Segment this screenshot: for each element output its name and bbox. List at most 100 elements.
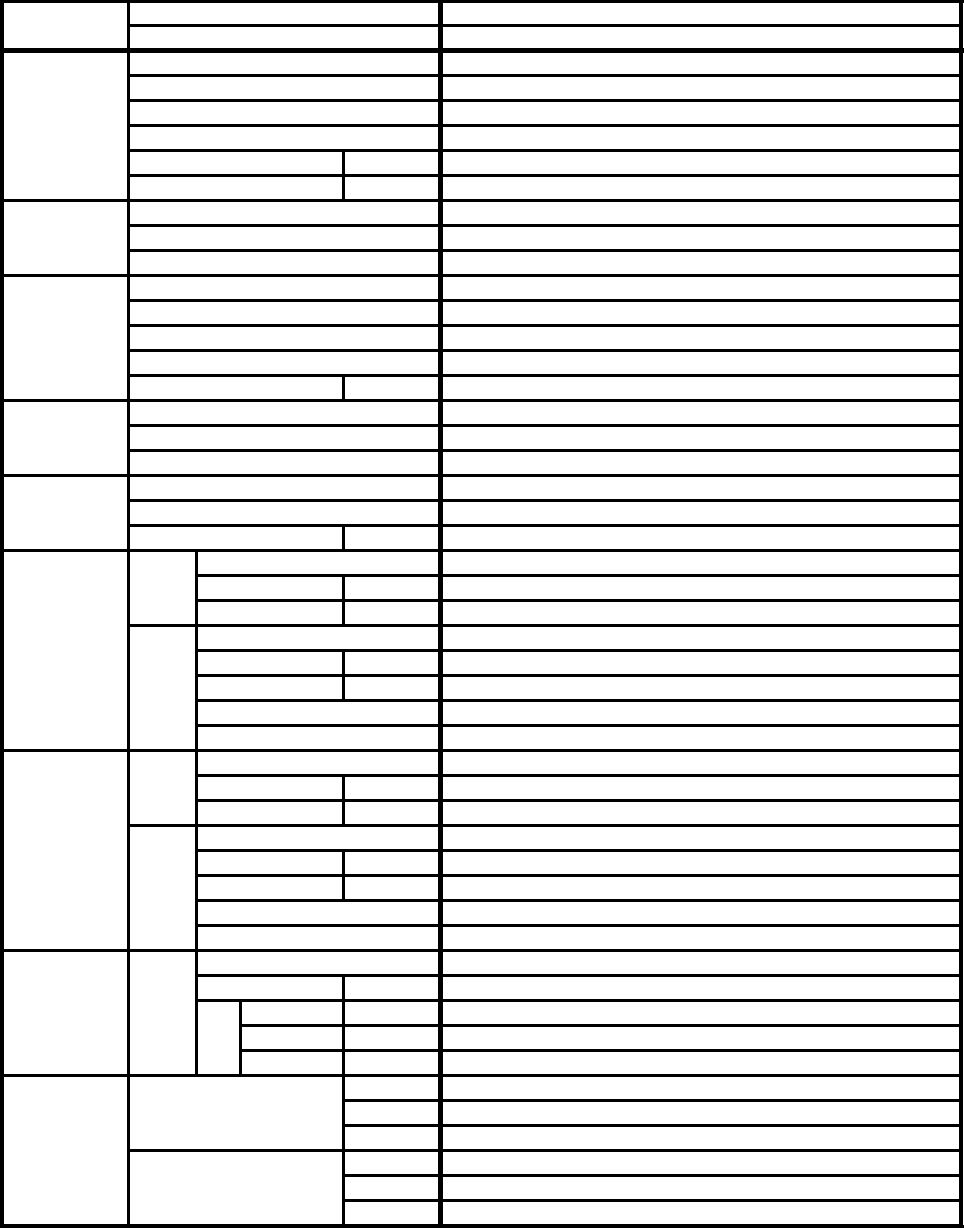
table-cell [439, 1074, 963, 1102]
table-cell [439, 1199, 963, 1227]
table-cell [342, 524, 442, 552]
table-cell [1, 474, 130, 552]
table-cell [127, 224, 442, 252]
header-cell [439, 0, 963, 27]
table-cell [342, 849, 442, 877]
table-cell [439, 324, 963, 352]
table-cell [439, 424, 963, 452]
table-cell [239, 1024, 345, 1052]
table-cell [439, 174, 963, 202]
table-cell [439, 374, 963, 402]
table-cell [195, 899, 442, 927]
table-cell [127, 824, 198, 952]
table-cell [195, 999, 242, 1077]
table-cell [439, 949, 963, 977]
table-cell [342, 574, 442, 602]
table-cell [439, 1049, 963, 1077]
table-cell [439, 999, 963, 1027]
table-cell [195, 849, 345, 877]
table-cell [439, 599, 963, 627]
table-cell [342, 1149, 442, 1177]
table-cell [195, 749, 442, 777]
table-cell [1, 749, 130, 952]
table-cell [439, 299, 963, 327]
column-separator [438, 0, 443, 1228]
table-cell [127, 299, 442, 327]
table-cell [195, 974, 345, 1002]
table-cell [195, 699, 442, 727]
table-cell [439, 674, 963, 702]
table-cell [1, 49, 130, 202]
table-cell [439, 399, 963, 427]
table-cell [439, 274, 963, 302]
table-cell [439, 624, 963, 652]
table-cell [439, 1174, 963, 1202]
table-cell [127, 549, 198, 627]
table-cell [195, 599, 345, 627]
table-cell [439, 699, 963, 727]
table-cell [195, 824, 442, 852]
table-cell [439, 349, 963, 377]
table-cell [439, 774, 963, 802]
table-cell [127, 374, 345, 402]
table-cell [342, 149, 442, 177]
table-cell [439, 649, 963, 677]
table-cell [439, 899, 963, 927]
table-cell [342, 649, 442, 677]
table-cell [195, 674, 345, 702]
table-cell [439, 849, 963, 877]
table-border-top [0, 0, 964, 3]
table-cell [127, 1074, 345, 1152]
table-cell [342, 674, 442, 702]
table-cell [127, 499, 442, 527]
table-cell [439, 874, 963, 902]
table-cell [127, 1149, 345, 1227]
table-cell [195, 724, 442, 752]
table-cell [127, 399, 442, 427]
table-cell [439, 1099, 963, 1127]
table-cell [439, 974, 963, 1002]
table-cell [342, 174, 442, 202]
table-cell [439, 524, 963, 552]
table-cell [195, 799, 345, 827]
table-cell [1, 399, 130, 477]
table-cell [342, 999, 442, 1027]
table-cell [439, 549, 963, 577]
table-cell [127, 349, 442, 377]
table-cell [195, 874, 345, 902]
table-cell [1, 1074, 130, 1227]
table-cell [195, 949, 442, 977]
table-cell [127, 49, 442, 77]
table-cell [195, 624, 442, 652]
table-cell [342, 1099, 442, 1127]
table-cell [439, 74, 963, 102]
table-cell [439, 249, 963, 277]
table-cell [439, 724, 963, 752]
table-cell [127, 949, 198, 1077]
table-cell [439, 924, 963, 952]
table-cell [439, 749, 963, 777]
table-cell [127, 74, 442, 102]
table-cell [439, 49, 963, 77]
table-cell [239, 1049, 345, 1077]
table-cell [127, 199, 442, 227]
table-cell [1, 949, 130, 1077]
table-cell [439, 824, 963, 852]
table-cell [439, 224, 963, 252]
table-cell [127, 324, 442, 352]
table-cell [127, 174, 345, 202]
table-cell [342, 799, 442, 827]
table-cell [1, 274, 130, 402]
table-cell [195, 574, 345, 602]
table-cell [342, 1049, 442, 1077]
header-cell [127, 0, 442, 27]
table-cell [439, 149, 963, 177]
table-cell [127, 424, 442, 452]
table-cell [195, 774, 345, 802]
table-border-left [0, 0, 4, 1228]
table-cell [127, 524, 345, 552]
table-cell [439, 499, 963, 527]
table-cell [439, 1024, 963, 1052]
table-cell [439, 99, 963, 127]
